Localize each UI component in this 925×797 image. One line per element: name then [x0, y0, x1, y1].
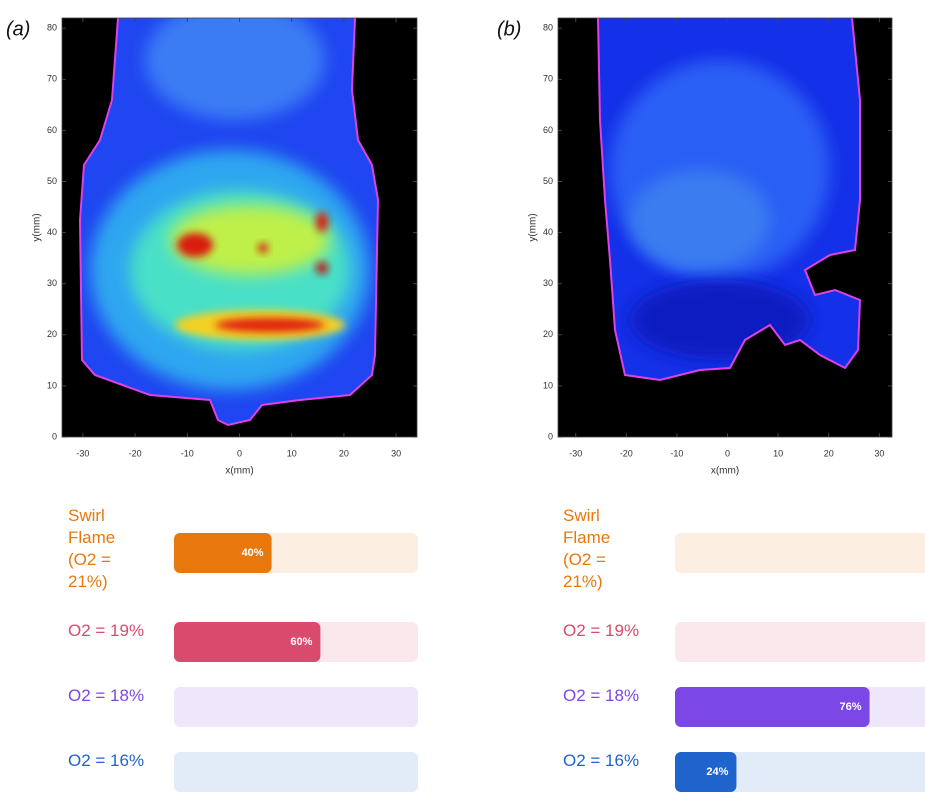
- option-label: O2 = 19%: [68, 620, 148, 642]
- panel-label: (a): [6, 18, 30, 40]
- y-tick-label: 60: [543, 125, 553, 135]
- y-tick-label: 20: [543, 329, 553, 339]
- figure-svg: -30 -20 -10 0 10 20 30 0 10 20 30 40 50 60 70 80 x(mm) y(…: [0, 0, 925, 797]
- y-tick-label: 0: [548, 431, 553, 441]
- y-tick-label: 10: [47, 380, 57, 390]
- flame-image-b: [558, 18, 892, 437]
- y-tick-label: 40: [47, 227, 57, 237]
- x-tick-label: -30: [569, 448, 582, 458]
- flame-image-a: [62, 0, 417, 437]
- option-label: O2 = 16%: [563, 750, 643, 772]
- bar-track: [675, 622, 925, 662]
- x-tick-label: 20: [824, 448, 834, 458]
- y-tick-label: 50: [47, 176, 57, 186]
- option-label: O2 = 16%: [68, 750, 148, 772]
- y-tick-label: 20: [47, 329, 57, 339]
- x-tick-label: 30: [874, 448, 884, 458]
- option-label: O2 = 18%: [68, 685, 148, 707]
- y-tick-label: 60: [47, 125, 57, 135]
- y-axis-label: y(mm): [528, 213, 539, 241]
- x-tick-label: 0: [237, 448, 242, 458]
- bar-track: [174, 752, 418, 792]
- y-tick-label: 40: [543, 227, 553, 237]
- x-tick-label: -30: [76, 448, 89, 458]
- option-label: Swirl Flame (O2 = 21%): [68, 505, 148, 593]
- x-tick-label: -20: [129, 448, 142, 458]
- option-label: O2 = 19%: [563, 620, 643, 642]
- x-tick-label: -20: [620, 448, 633, 458]
- y-tick-label: 70: [47, 74, 57, 84]
- x-axis-label: x(mm): [225, 466, 253, 477]
- y-tick-label: 80: [543, 23, 553, 33]
- y-tick-label: 30: [47, 278, 57, 288]
- x-tick-label: -10: [670, 448, 683, 458]
- figure: -30 -20 -10 0 10 20 30 0 10 20 30 40 50 60 70 80 x(mm) y(…: [0, 0, 925, 797]
- value-label: 60%: [290, 636, 312, 648]
- x-tick-label: 10: [773, 448, 783, 458]
- page: -30 -20 -10 0 10 20 30 0 10 20 30 40 50 60 70 80 x(mm) y(…: [0, 0, 925, 797]
- x-tick-label: 0: [725, 448, 730, 458]
- panel-label: (b): [497, 18, 521, 40]
- bar-track: [675, 533, 925, 573]
- y-tick-label: 30: [543, 278, 553, 288]
- y-tick-label: 70: [543, 74, 553, 84]
- y-tick-label: 80: [47, 23, 57, 33]
- x-tick-label: 20: [339, 448, 349, 458]
- option-label: Swirl Flame (O2 = 21%): [563, 505, 643, 593]
- y-axis-label: y(mm): [32, 213, 43, 241]
- y-tick-label: 50: [543, 176, 553, 186]
- x-tick-label: 10: [287, 448, 297, 458]
- x-axis-label: x(mm): [711, 466, 739, 477]
- option-label: O2 = 18%: [563, 685, 643, 707]
- bar-track: [174, 687, 418, 727]
- y-tick-label: 0: [52, 431, 57, 441]
- x-tick-label: 30: [391, 448, 401, 458]
- x-tick-label: -10: [181, 448, 194, 458]
- value-label: 76%: [840, 701, 862, 713]
- value-label: 40%: [242, 547, 264, 559]
- y-tick-label: 10: [543, 380, 553, 390]
- value-label: 24%: [706, 766, 728, 778]
